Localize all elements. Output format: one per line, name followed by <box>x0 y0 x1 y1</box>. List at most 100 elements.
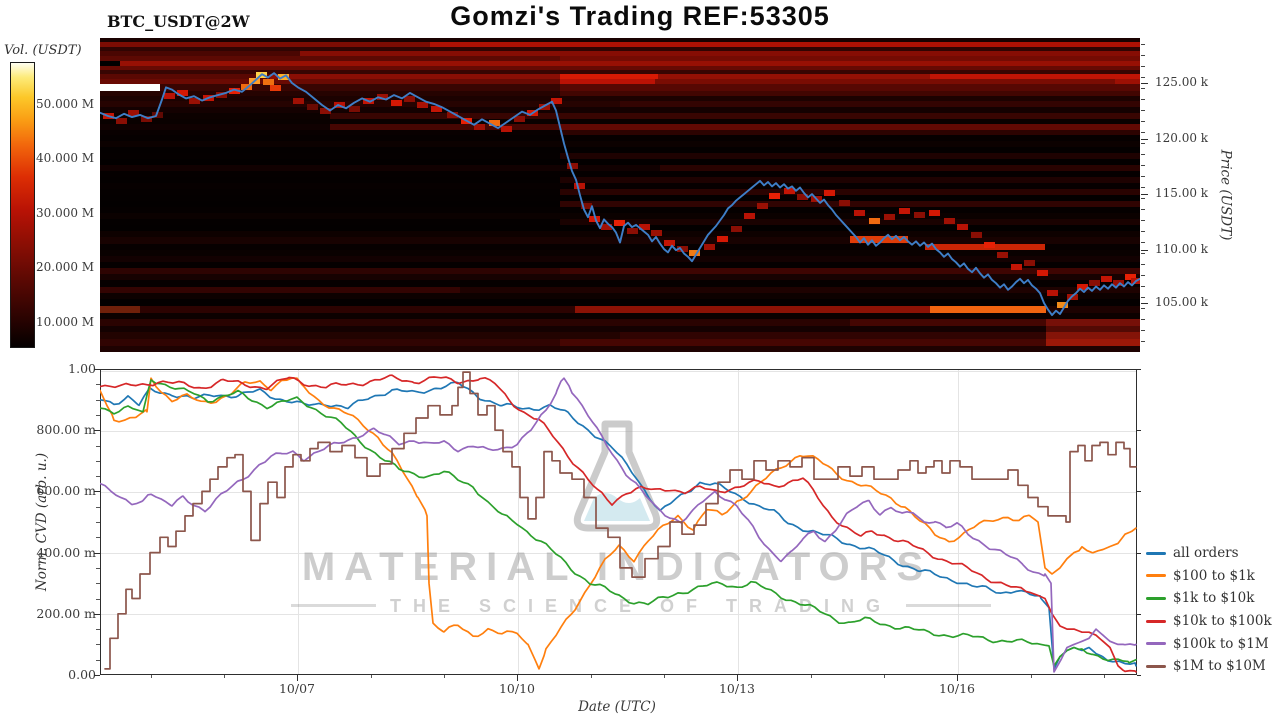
price-minor-tick <box>1141 253 1145 254</box>
cvd-major-tick <box>94 552 100 554</box>
cvd-minor-tick <box>96 644 100 646</box>
price-minor-tick <box>1141 132 1145 133</box>
cvd-ytick-label: 800.00 m <box>36 422 96 438</box>
colorbar-tick-label: 40.000 M <box>36 151 95 165</box>
cvd-x-minor-tick <box>664 675 665 678</box>
cvd-major-tick <box>94 675 100 676</box>
price-minor-tick <box>1141 66 1145 67</box>
cvd-x-minor-tick <box>444 675 445 678</box>
cvd-major-tick <box>94 430 100 432</box>
legend-label: $100k to $1M <box>1173 635 1269 652</box>
legend-label: $100 to $1k <box>1173 567 1255 584</box>
price-minor-tick <box>1141 319 1145 320</box>
price-tick-label: 125.00 k <box>1155 75 1209 89</box>
cvd-major-tick <box>94 613 100 615</box>
legend-item: all orders <box>1146 542 1272 565</box>
cvd-xtick-label: 10/10 <box>498 681 536 696</box>
cvd-x-major-tick <box>517 675 518 681</box>
v-gridline <box>517 370 519 674</box>
price-minor-tick <box>1141 44 1145 45</box>
v-gridline <box>737 370 739 674</box>
cvd-x-major-tick <box>957 675 958 681</box>
cvd-major-tick <box>94 491 100 493</box>
legend-swatch <box>1146 596 1166 600</box>
cvd-x-minor-tick <box>1104 675 1105 678</box>
cvd-x-minor-tick <box>151 675 152 678</box>
cvd-right-tick <box>1137 369 1141 370</box>
legend-label: $10k to $100k <box>1173 613 1272 630</box>
price-minor-tick <box>1141 242 1145 243</box>
legend-label: $1M to $10M <box>1173 658 1266 675</box>
cvd-xtick-label: 10/07 <box>278 681 316 696</box>
page-title: Gomzi's Trading REF:53305 <box>450 1 830 31</box>
cvd-minor-tick <box>96 384 100 386</box>
cvd-minor-tick <box>96 460 100 462</box>
cvd-right-tick <box>1137 491 1141 493</box>
cvd-minor-tick <box>96 537 100 539</box>
cvd-right-tick <box>1137 675 1141 676</box>
legend-swatch <box>1146 664 1166 668</box>
price-minor-tick <box>1141 264 1145 265</box>
cvd-minor-tick <box>96 583 100 585</box>
cvd-minor-tick <box>96 567 100 569</box>
cvd-x-minor-tick <box>811 675 812 678</box>
price-major-tick <box>1141 139 1148 140</box>
cvd-xtick-label: 10/13 <box>718 681 756 696</box>
cvd-x-axis-label: Date (UTC) <box>578 699 656 715</box>
v-gridline <box>957 370 959 674</box>
cvd-ytick-label: 1.00 <box>68 361 96 376</box>
cvd-minor-tick <box>96 414 100 416</box>
legend-label: $1k to $10k <box>1173 590 1255 607</box>
price-tick-label: 115.00 k <box>1155 186 1209 200</box>
legend-item: $1k to $10k <box>1146 587 1272 610</box>
legend-swatch <box>1146 574 1166 578</box>
cvd-minor-tick <box>96 629 100 631</box>
price-tick-label: 120.00 k <box>1155 131 1209 145</box>
cvd-minor-tick <box>96 506 100 508</box>
price-major-tick <box>1141 303 1148 304</box>
price-tick-label: 110.00 k <box>1155 242 1209 256</box>
price-minor-tick <box>1141 143 1145 144</box>
legend-item: $100k to $1M <box>1146 632 1272 655</box>
cvd-ytick-label: 200.00 m <box>36 605 96 621</box>
price-minor-tick <box>1141 165 1145 166</box>
volume-price-heatmap <box>100 38 1140 352</box>
price-major-tick <box>1141 194 1148 195</box>
price-minor-tick <box>1141 154 1145 155</box>
h-gridline <box>101 614 1136 616</box>
price-minor-tick <box>1141 121 1145 122</box>
price-minor-tick <box>1141 88 1145 89</box>
cvd-minor-tick <box>96 399 100 401</box>
colorbar-tick-label: 50.000 M <box>36 97 95 111</box>
h-gridline <box>101 553 1136 555</box>
price-minor-tick <box>1141 55 1145 56</box>
colorbar-tick-label: 30.000 M <box>36 206 95 220</box>
price-minor-tick <box>1141 308 1145 309</box>
legend-swatch <box>1146 619 1166 623</box>
price-minor-tick <box>1141 231 1145 232</box>
price-minor-tick <box>1141 275 1145 276</box>
cvd-ytick-label: 600.00 m <box>36 483 96 499</box>
price-minor-tick <box>1141 110 1145 111</box>
cvd-ytick-label: 400.00 m <box>36 544 96 560</box>
cvd-line-chart <box>100 371 1137 673</box>
cvd-x-minor-tick <box>884 675 885 678</box>
price-minor-tick <box>1141 187 1145 188</box>
price-minor-tick <box>1141 209 1145 210</box>
price-axis-label: Price (USDT) <box>1217 149 1233 241</box>
price-major-tick <box>1141 83 1148 84</box>
price-minor-tick <box>1141 341 1145 342</box>
cvd-minor-tick <box>96 659 100 661</box>
symbol-label: BTC_USDT@2W <box>107 12 250 31</box>
legend: all orders $100 to $1k $1k to $10k $10k to … <box>1146 542 1272 678</box>
price-minor-tick <box>1141 220 1145 221</box>
price-tick-label: 105.00 k <box>1155 295 1209 309</box>
price-minor-tick <box>1141 297 1145 298</box>
legend-label: all orders <box>1173 545 1239 562</box>
cvd-minor-tick <box>96 476 100 478</box>
colorbar-tick-label: 10.000 M <box>36 315 95 329</box>
cvd-minor-tick <box>96 522 100 523</box>
legend-item: $10k to $100k <box>1146 610 1272 633</box>
cvd-right-tick <box>1137 552 1141 554</box>
